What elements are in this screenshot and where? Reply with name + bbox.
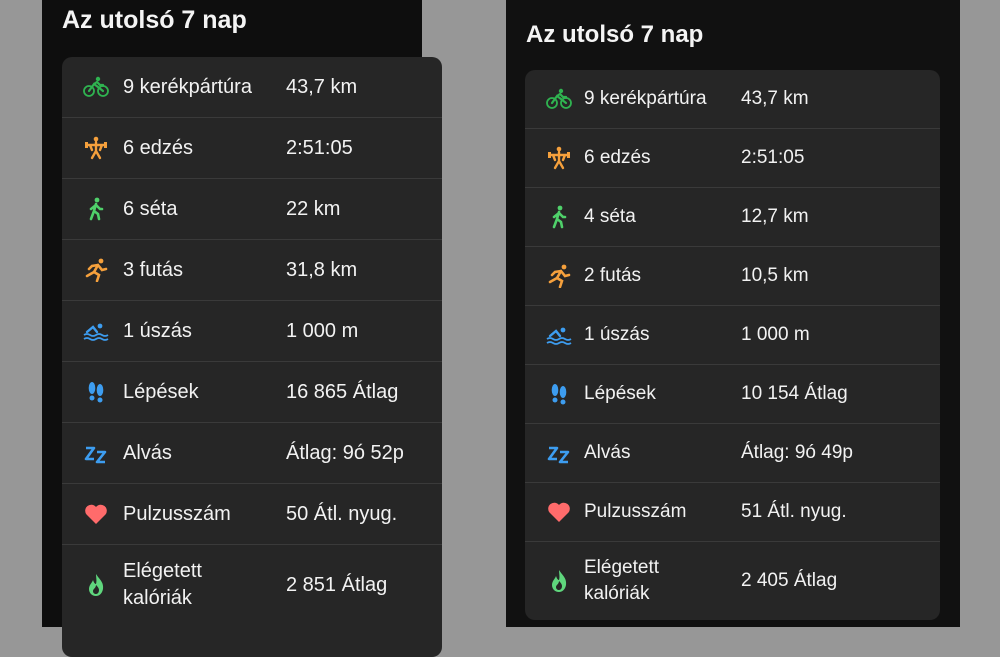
item-label: Lépések xyxy=(123,380,199,403)
item-label: 1 úszás xyxy=(123,319,192,342)
item-label: Lépések xyxy=(584,383,656,405)
list-item[interactable]: Lépések 10 154 Átlag xyxy=(525,365,940,424)
item-label: 2 futás xyxy=(584,265,642,287)
footprints-icon xyxy=(82,378,110,406)
item-label-line: Elégetett xyxy=(123,560,202,582)
list-item[interactable]: 2 futás 10,5 km xyxy=(525,247,940,306)
item-value: 2 851 Átlag xyxy=(286,573,388,596)
flame-icon xyxy=(545,567,573,595)
summary-card: 9 kerékpártúra 43,7 km 6 edzés 2:51:05 6 sét… xyxy=(62,57,442,657)
sleep-icon xyxy=(82,439,110,467)
item-label-line: Elégetett xyxy=(584,557,659,579)
item-value: 1 000 m xyxy=(286,319,359,342)
item-label: 9 kerékpártúra xyxy=(584,88,707,110)
item-label: 1 úszás xyxy=(584,324,650,346)
item-value: 16 865 Átlag xyxy=(286,380,399,403)
list-item[interactable]: 4 séta 12,7 km xyxy=(525,188,940,247)
item-value: 2:51:05 xyxy=(741,147,805,168)
list-item[interactable]: 6 edzés 2:51:05 xyxy=(525,129,940,188)
list-item[interactable]: Alvás Átlag: 9ó 49p xyxy=(525,424,940,483)
section-title: Az utolsó 7 nap xyxy=(526,21,704,48)
item-value: 43,7 km xyxy=(286,75,358,98)
heart-icon xyxy=(545,498,573,526)
swimming-icon xyxy=(545,321,573,349)
item-value: 50 Átl. nyug. xyxy=(286,502,398,525)
item-label: Alvás xyxy=(584,442,631,464)
workout-icon xyxy=(545,144,573,172)
list-item[interactable]: Elégetett kalóriák 2 851 Átlag xyxy=(62,545,442,625)
item-label-line: kalóriák xyxy=(123,587,192,609)
running-icon xyxy=(82,256,110,284)
bicycle-icon xyxy=(545,85,573,113)
item-value: 51 Átl. nyug. xyxy=(741,501,847,522)
item-label: 4 séta xyxy=(584,206,636,228)
section-title: Az utolsó 7 nap xyxy=(62,6,247,34)
item-label: 9 kerékpártúra xyxy=(123,75,252,98)
bicycle-icon xyxy=(82,73,110,101)
item-label: Elégetett kalóriák xyxy=(584,555,659,606)
item-value: 31,8 km xyxy=(286,258,358,281)
item-label: 6 séta xyxy=(123,197,178,220)
item-value: 10 154 Átlag xyxy=(741,383,848,404)
list-item[interactable]: Alvás Átlag: 9ó 52p xyxy=(62,423,442,484)
item-value: 2:51:05 xyxy=(286,136,353,159)
item-value: 43,7 km xyxy=(741,88,809,109)
list-item[interactable]: Lépések 16 865 Átlag xyxy=(62,362,442,423)
walking-icon xyxy=(82,195,110,223)
right-summary-panel: Az utolsó 7 nap 9 kerékpártúra 43,7 km 6 e… xyxy=(506,0,960,627)
heart-icon xyxy=(82,500,110,528)
list-item[interactable]: Elégetett kalóriák 2 405 Átlag xyxy=(525,542,940,620)
workout-icon xyxy=(82,134,110,162)
item-label-line: kalóriák xyxy=(584,583,650,604)
item-value: 2 405 Átlag xyxy=(741,570,838,591)
sleep-icon xyxy=(545,439,573,467)
item-label: 6 edzés xyxy=(123,136,194,159)
item-label: 3 futás xyxy=(123,258,184,281)
list-item[interactable]: 9 kerékpártúra 43,7 km xyxy=(525,70,940,129)
item-value: 12,7 km xyxy=(741,206,809,227)
list-item[interactable]: 3 futás 31,8 km xyxy=(62,240,442,301)
item-value: Átlag: 9ó 52p xyxy=(286,441,404,464)
running-icon xyxy=(545,262,573,290)
list-item[interactable]: 9 kerékpártúra 43,7 km xyxy=(62,57,442,118)
item-value: 1 000 m xyxy=(741,324,810,345)
summary-card: 9 kerékpártúra 43,7 km 6 edzés 2:51:05 4 sét… xyxy=(525,70,940,620)
list-item[interactable]: 6 edzés 2:51:05 xyxy=(62,118,442,179)
item-value: 22 km xyxy=(286,197,341,220)
item-label: Alvás xyxy=(123,441,172,464)
list-item[interactable]: 6 séta 22 km xyxy=(62,179,442,240)
list-item[interactable]: Pulzusszám 51 Átl. nyug. xyxy=(525,483,940,542)
item-label: Elégetett kalóriák xyxy=(123,558,202,612)
item-value: 10,5 km xyxy=(741,265,809,286)
item-value: Átlag: 9ó 49p xyxy=(741,442,853,463)
item-label: Pulzusszám xyxy=(584,501,687,523)
footprints-icon xyxy=(545,380,573,408)
flame-icon xyxy=(82,571,110,599)
item-label: 6 edzés xyxy=(584,147,651,169)
left-summary-panel: Az utolsó 7 nap 9 kerékpártúra 43,7 km 6 e… xyxy=(42,0,442,657)
list-item[interactable]: 1 úszás 1 000 m xyxy=(62,301,442,362)
swimming-icon xyxy=(82,317,110,345)
walking-icon xyxy=(545,203,573,231)
list-item[interactable]: Pulzusszám 50 Átl. nyug. xyxy=(62,484,442,545)
item-label: Pulzusszám xyxy=(123,502,231,525)
list-item[interactable]: 1 úszás 1 000 m xyxy=(525,306,940,365)
